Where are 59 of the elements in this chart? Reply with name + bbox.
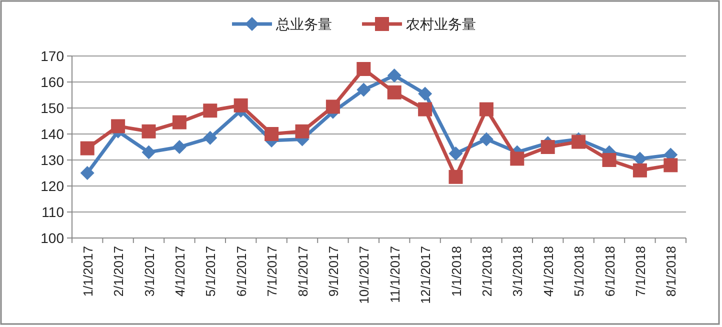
point	[479, 132, 494, 146]
y-tick-label: 140	[40, 126, 64, 142]
x-tick-label: 12/1/2017	[418, 246, 434, 304]
x-tick-label: 3/1/2018	[510, 246, 526, 297]
x-tick-label: 10/1/2017	[356, 246, 372, 304]
point	[172, 115, 186, 130]
y-tick-label: 170	[40, 48, 64, 64]
point	[356, 82, 371, 97]
x-tick-label: 5/1/2018	[572, 246, 587, 297]
point	[356, 62, 371, 76]
x-tick-label: 4/1/2017	[172, 246, 188, 297]
point	[326, 100, 340, 114]
point	[418, 102, 432, 116]
point	[172, 140, 186, 154]
x-tick-label: 9/1/2017	[326, 246, 341, 297]
point	[203, 104, 218, 118]
point	[602, 153, 616, 167]
point	[387, 85, 402, 100]
y-tick-label: 100	[40, 230, 64, 246]
x-tick-label: 2/1/2018	[479, 246, 494, 297]
point	[203, 130, 218, 145]
point	[80, 166, 94, 180]
point	[448, 146, 463, 160]
point	[142, 124, 156, 138]
x-tick-label: 3/1/2017	[142, 246, 157, 297]
legend-label: 农村业务量	[406, 16, 476, 32]
point	[234, 98, 248, 112]
legend-label: 总业务量	[275, 16, 332, 32]
point	[264, 127, 279, 141]
point	[664, 158, 678, 172]
y-tick-label: 160	[40, 74, 64, 90]
point	[540, 140, 555, 154]
point	[510, 152, 524, 166]
y-tick-label: 120	[40, 178, 64, 194]
x-tick-label: 5/1/2017	[203, 246, 218, 297]
x-tick-label: 7/1/2017	[264, 246, 280, 297]
x-tick-label: 6/1/2018	[602, 246, 618, 297]
y-tick-label: 130	[40, 152, 64, 168]
y-tick-label: 110	[42, 204, 64, 220]
point	[80, 141, 94, 156]
point	[448, 170, 463, 184]
x-tick-label: 2/1/2017	[111, 246, 126, 297]
point	[632, 163, 647, 178]
y-tick-label: 150	[40, 100, 64, 116]
point	[479, 102, 494, 116]
point	[111, 119, 126, 134]
point	[572, 134, 586, 149]
x-tick-label: 4/1/2018	[540, 246, 556, 297]
x-tick-label: 1/1/2018	[448, 246, 464, 297]
x-tick-label: 1/1/2017	[80, 246, 96, 297]
point	[295, 124, 310, 138]
point	[418, 86, 432, 101]
x-tick-label: 7/1/2018	[632, 246, 648, 297]
point	[387, 68, 402, 82]
x-tick-label: 8/1/2017	[295, 246, 310, 297]
point	[142, 145, 156, 160]
x-tick-label: 8/1/2018	[664, 246, 679, 297]
x-tick-label: 11/1/2017	[387, 246, 402, 303]
x-tick-label: 6/1/2017	[234, 246, 249, 297]
